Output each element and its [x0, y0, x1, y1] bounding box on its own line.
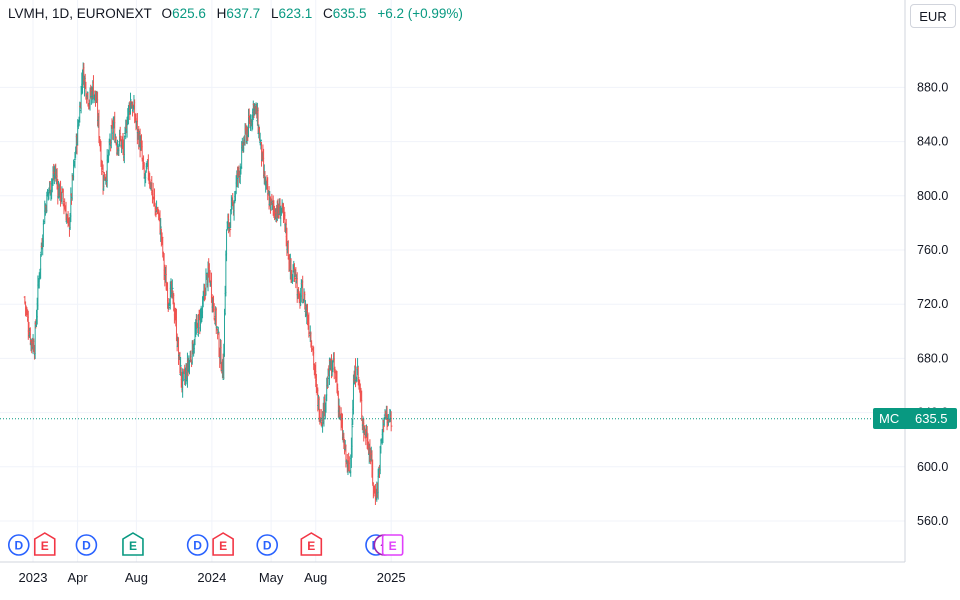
price-tick-label: 560.0: [917, 514, 948, 528]
time-tick-label: Aug: [304, 570, 327, 585]
dividend-marker-letter: D: [14, 539, 23, 553]
ohlc-bar: [360, 390, 363, 422]
price-axis[interactable]: 560.0600.0640.0680.0720.0760.0800.0840.0…: [917, 80, 948, 528]
ohlc-bar: [354, 358, 357, 388]
time-tick-label: Apr: [67, 570, 88, 585]
ohlc-bar: [107, 149, 110, 163]
earnings-marker-letter: E: [219, 539, 227, 553]
ohlc-bar: [382, 419, 385, 433]
event-markers: DEDEDEDEDE: [7, 532, 404, 556]
dividend-marker-letter: D: [82, 539, 91, 553]
close-value: 635.5: [332, 6, 367, 21]
price-tick-label: 760.0: [917, 243, 948, 257]
time-tick-label: Aug: [125, 570, 148, 585]
time-tick-label: 2025: [377, 570, 406, 585]
earnings-marker-shape: [212, 532, 234, 556]
dividend-marker-circle: [256, 534, 279, 556]
time-axis[interactable]: 2023 Apr Aug 2024 May Aug 2025: [19, 570, 406, 585]
price-tick-label: 680.0: [917, 351, 948, 365]
ohlc-bar: [330, 354, 333, 379]
low-label: L: [270, 6, 279, 21]
open-label: O: [161, 6, 173, 21]
price-tick-label: 840.0: [917, 135, 948, 149]
dividend-marker-letter: D: [193, 539, 202, 553]
price-tick-label: 880.0: [917, 80, 948, 94]
open-value: 625.6: [172, 6, 206, 21]
price-tag-ticker: MC: [879, 411, 899, 426]
ohlc-bar: [350, 419, 354, 458]
ohlc-bar: [129, 92, 132, 115]
time-tick-label: 2023: [19, 570, 48, 585]
earnings-marker: E: [122, 532, 144, 556]
ohlc-bar: [84, 73, 87, 90]
high-value: 637.7: [226, 6, 261, 21]
earnings-marker-shape: [33, 532, 56, 556]
dividend-marker: D: [7, 534, 30, 556]
earnings-marker-letter: E: [389, 539, 397, 553]
ohlc-bar: [42, 222, 46, 225]
earnings-marker-shape: [381, 534, 404, 556]
time-tick-label: May: [259, 570, 284, 585]
earnings-marker: E: [212, 532, 234, 556]
high-label: H: [216, 6, 227, 21]
price-tag-bg: [873, 408, 957, 429]
price-tick-label: 600.0: [917, 460, 948, 474]
price-tag: MC 635.5: [873, 408, 957, 429]
dividend-marker-circle: [7, 534, 30, 556]
ohlc-bar: [333, 366, 337, 372]
earnings-marker: E: [33, 532, 56, 556]
ohlc-bar: [131, 101, 134, 117]
ohlc-bar: [179, 356, 182, 376]
close-label: C: [323, 6, 333, 21]
dividend-marker-letter: D: [263, 539, 272, 553]
dividend-marker-circle: [75, 534, 98, 556]
dividend-marker-circle: [186, 534, 209, 556]
ohlc-bar: [86, 91, 89, 100]
earnings-marker: E: [381, 534, 404, 556]
price-tick-label: 720.0: [917, 297, 948, 311]
ohlc-bar: [357, 366, 360, 386]
dividend-marker: D: [186, 534, 209, 556]
ohlc-bar: [228, 222, 232, 237]
change-value: +6.2 (+0.99%): [377, 6, 463, 21]
symbol-label: LVMH, 1D, EURONEXT: [8, 6, 152, 21]
ohlc-bar: [75, 133, 79, 155]
ohlc-bar: [159, 218, 162, 242]
ohlc-bar: [73, 151, 77, 169]
currency-button[interactable]: EUR: [910, 4, 956, 28]
ohlc-bar: [171, 279, 174, 299]
price-tag-value: 635.5: [915, 411, 948, 426]
earnings-marker-shape: [122, 532, 144, 556]
legend-header: LVMH, 1D, EURONEXT O625.6 H637.7 L623.1 …: [8, 6, 470, 21]
dividend-marker: D: [75, 534, 98, 556]
earnings-marker-letter: E: [307, 539, 315, 553]
price-tick-label: 800.0: [917, 189, 948, 203]
dividend-marker: D: [256, 534, 279, 556]
ohlc-bar: [389, 411, 393, 432]
time-tick-label: 2024: [197, 570, 226, 585]
earnings-marker: E: [300, 532, 323, 556]
earnings-marker-letter: E: [129, 539, 137, 553]
low-value: 623.1: [278, 6, 313, 21]
earnings-marker-shape: [300, 532, 323, 556]
ohlc-bar: [356, 357, 359, 376]
ohlc-bar: [153, 188, 156, 207]
ohlc-bars: [23, 62, 393, 505]
earnings-marker-letter: E: [41, 539, 49, 553]
grid: [0, 0, 905, 562]
